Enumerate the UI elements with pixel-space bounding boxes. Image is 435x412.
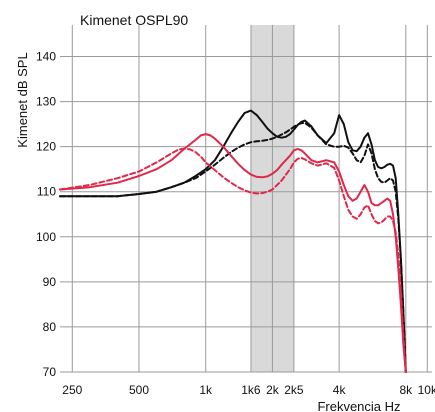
y-tick-label: 80	[43, 320, 57, 334]
y-tick-label: 130	[36, 95, 56, 109]
x-tick-label: 4k	[333, 383, 347, 397]
y-axis-label: Kimenet dB SPL	[15, 52, 30, 147]
x-tick-label: 500	[129, 383, 149, 397]
x-tick-label: 8k	[399, 383, 413, 397]
x-tick-label: 1k6	[241, 383, 261, 397]
tick-labels-layer: 70 80 90 100 110 120 130 140 250 500 1k 1k6 2k 2k5 4k 8…	[36, 50, 435, 397]
series-line-1	[59, 109, 407, 373]
y-tick-label: 90	[43, 275, 57, 289]
y-tick-label: 70	[43, 365, 57, 379]
x-tick-label: 1k	[199, 383, 213, 397]
y-tick-label: 100	[36, 230, 56, 244]
y-tick-label: 140	[36, 50, 56, 64]
series-line-3	[59, 133, 407, 373]
grid-layer	[60, 25, 432, 373]
series-line-2	[59, 121, 407, 373]
series-line-4	[59, 147, 407, 373]
chart-title: Kimenet OSPL90	[80, 12, 188, 28]
x-tick-label: 10k	[418, 383, 435, 397]
y-tick-label: 120	[36, 140, 56, 154]
series-layer	[59, 109, 407, 373]
x-tick-label: 250	[62, 383, 82, 397]
x-axis-label: Frekvencia Hz	[317, 399, 400, 412]
x-tick-label: 2k	[266, 383, 280, 397]
y-tick-label: 110	[37, 185, 56, 199]
x-tick-label: 2k5	[284, 383, 304, 397]
